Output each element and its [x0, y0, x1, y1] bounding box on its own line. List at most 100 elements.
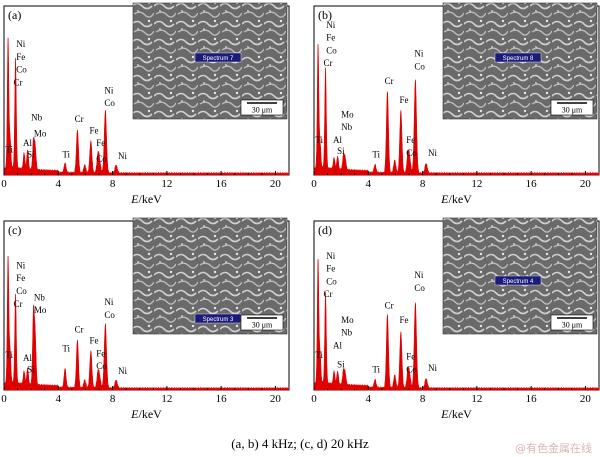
element-label: Ti: [372, 364, 380, 374]
element-label: Co: [96, 361, 107, 371]
element-label: Cr: [14, 299, 23, 309]
element-label: Co: [326, 45, 337, 55]
element-label: Al: [333, 340, 342, 350]
x-tick-label: 20: [580, 393, 592, 405]
eds-panel-4: Ni Fe Co Cr Ti Al Si Mo Nb Ti Cr Fe Fe Co Ni Co Ni 0 4 8 12 1…: [311, 217, 600, 421]
element-label: Fe: [406, 352, 415, 362]
element-label: Si: [27, 364, 35, 374]
spectrum-tag-label: Spectrum 4: [503, 279, 534, 285]
element-label: Co: [406, 364, 417, 374]
element-label: Si: [337, 360, 345, 370]
spectrum-tag: [194, 52, 242, 63]
element-label: Ni: [326, 20, 335, 30]
element-label: Ni: [16, 39, 25, 49]
x-tick-label: 0: [1, 178, 7, 190]
element-label: Cr: [324, 58, 333, 68]
panel-label: (a): [8, 8, 21, 22]
element-label: Co: [16, 65, 27, 75]
x-tick-label: 20: [580, 178, 592, 190]
element-label: Nb: [31, 113, 42, 123]
element-label: Co: [104, 98, 115, 108]
scale-bar-label: 30 μm: [562, 321, 583, 330]
panel-label: (c): [8, 223, 21, 237]
element-label: Fe: [16, 52, 25, 62]
element-label: Cr: [385, 76, 394, 86]
element-label: Co: [96, 154, 107, 164]
element-label: Nb: [341, 122, 352, 132]
sem-inset: Spectrum 4 30 μm: [442, 217, 598, 335]
scale-bar-label: 30 μm: [252, 106, 273, 115]
element-label: Fe: [90, 125, 99, 135]
element-label: Ni: [104, 297, 113, 307]
element-label: Ti: [5, 350, 13, 360]
scale-bar-box: [240, 99, 284, 116]
sem-inset: Spectrum 3 30 μm: [132, 217, 288, 335]
spectrum-area: [3, 255, 290, 391]
spectrum-tag-label: Spectrum 7: [203, 56, 234, 62]
x-axis-label: E/keV: [440, 407, 472, 421]
element-label: Ti: [5, 145, 13, 155]
element-label: Mo: [341, 109, 354, 119]
x-tick-label: 20: [270, 178, 282, 190]
sem-inset: Spectrum 7 30 μm: [132, 2, 288, 120]
element-label: Ti: [62, 344, 70, 354]
element-label: Ti: [372, 149, 380, 159]
element-label: Fe: [16, 273, 25, 283]
element-label: Si: [337, 146, 345, 156]
spectrum-tag: [494, 52, 542, 63]
element-label: Mo: [341, 315, 354, 325]
x-tick-label: 4: [366, 393, 372, 405]
element-label: Si: [27, 149, 35, 159]
element-label: Mo: [34, 305, 47, 315]
element-label: Ni: [414, 49, 423, 59]
x-tick-label: 8: [420, 393, 426, 405]
x-tick-label: 12: [161, 178, 172, 190]
scale-bar-label: 30 μm: [562, 106, 583, 115]
x-tick-label: 4: [56, 393, 62, 405]
sem-inset: Spectrum 8 30 μm: [442, 2, 598, 120]
element-label: Mo: [34, 129, 47, 139]
panel-label: (d): [318, 223, 332, 237]
element-label: Co: [414, 283, 425, 293]
element-label: Fe: [326, 33, 335, 43]
x-tick-label: 12: [161, 393, 172, 405]
x-tick-label: 0: [311, 178, 317, 190]
element-label: Cr: [324, 289, 333, 299]
watermark: @有色金属在线: [515, 442, 592, 455]
element-label: Fe: [96, 138, 105, 148]
x-tick-label: 0: [311, 393, 317, 405]
element-label: Ni: [428, 363, 437, 373]
x-tick-label: 8: [110, 178, 116, 190]
x-tick-label: 8: [110, 393, 116, 405]
element-label: Fe: [400, 95, 409, 105]
spectrum-area: [313, 43, 600, 176]
x-axis-label: E/keV: [130, 192, 162, 206]
x-tick-label: 8: [420, 178, 426, 190]
element-label: Fe: [400, 315, 409, 325]
element-label: Nb: [34, 292, 45, 302]
element-label: Co: [406, 148, 417, 158]
element-label: Ti: [315, 350, 323, 360]
element-label: Cr: [75, 324, 84, 334]
x-tick-label: 4: [56, 178, 62, 190]
x-tick-label: 16: [526, 178, 538, 190]
panel-label: (b): [318, 8, 332, 22]
x-tick-label: 12: [471, 178, 482, 190]
element-label: Fe: [326, 264, 335, 274]
spectrum-tag: [494, 275, 542, 286]
spectrum-tag-label: Spectrum 8: [503, 56, 534, 62]
element-label: Ni: [118, 151, 127, 161]
scale-bar-label: 30 μm: [252, 321, 273, 330]
x-tick-label: 12: [471, 393, 482, 405]
x-tick-label: 0: [1, 393, 7, 405]
x-tick-label: 16: [216, 393, 228, 405]
element-label: Cr: [385, 300, 394, 310]
element-label: Co: [414, 61, 425, 71]
element-label: Fe: [90, 336, 99, 346]
element-label: Fe: [96, 348, 105, 358]
element-label: Ni: [414, 270, 423, 280]
scale-bar-box: [240, 314, 284, 331]
element-label: Al: [23, 353, 32, 363]
